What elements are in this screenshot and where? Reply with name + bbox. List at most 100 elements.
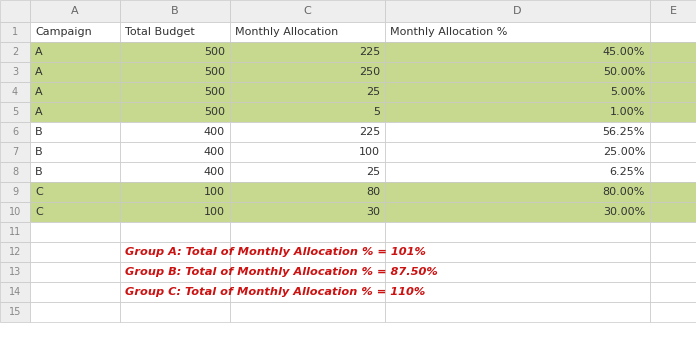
Text: 15: 15: [9, 307, 21, 317]
Bar: [650, 182, 696, 202]
Bar: [0, 42, 30, 62]
Text: Monthly Allocation %: Monthly Allocation %: [390, 27, 507, 37]
Bar: [230, 142, 385, 162]
Bar: [120, 22, 230, 42]
Text: 11: 11: [9, 227, 21, 237]
Bar: [120, 0, 230, 22]
Text: A: A: [71, 6, 79, 16]
Text: Campaign: Campaign: [35, 27, 92, 37]
Text: 225: 225: [358, 47, 380, 57]
Bar: [0, 282, 30, 302]
Bar: [120, 62, 230, 82]
Bar: [385, 242, 650, 262]
Bar: [230, 122, 385, 142]
Bar: [385, 122, 650, 142]
Bar: [120, 162, 230, 182]
Bar: [230, 222, 385, 242]
Bar: [650, 222, 696, 242]
Text: 400: 400: [204, 167, 225, 177]
Text: 225: 225: [358, 127, 380, 137]
Text: Group A: Total of Monthly Allocation % = 101%: Group A: Total of Monthly Allocation % =…: [125, 247, 426, 257]
Bar: [30, 142, 120, 162]
Text: 13: 13: [9, 267, 21, 277]
Text: 14: 14: [9, 287, 21, 297]
Text: B: B: [35, 167, 42, 177]
Bar: [0, 82, 30, 102]
Bar: [30, 302, 120, 322]
Bar: [230, 82, 385, 102]
Text: 25: 25: [366, 87, 380, 97]
Bar: [120, 82, 230, 102]
Text: 500: 500: [204, 87, 225, 97]
Bar: [30, 182, 120, 202]
Bar: [230, 62, 385, 82]
Bar: [230, 22, 385, 42]
Bar: [30, 202, 120, 222]
Bar: [385, 202, 650, 222]
Bar: [0, 262, 30, 282]
Bar: [385, 282, 650, 302]
Bar: [230, 262, 385, 282]
Text: 6.25%: 6.25%: [610, 167, 645, 177]
Bar: [230, 0, 385, 22]
Bar: [120, 182, 230, 202]
Bar: [30, 162, 120, 182]
Text: C: C: [35, 207, 42, 217]
Bar: [30, 122, 120, 142]
Bar: [120, 282, 230, 302]
Text: 5.00%: 5.00%: [610, 87, 645, 97]
Bar: [385, 142, 650, 162]
Text: 30: 30: [366, 207, 380, 217]
Text: Group C: Total of Monthly Allocation % = 110%: Group C: Total of Monthly Allocation % =…: [125, 287, 425, 297]
Bar: [650, 302, 696, 322]
Bar: [30, 62, 120, 82]
Bar: [120, 242, 230, 262]
Bar: [385, 262, 650, 282]
Bar: [0, 302, 30, 322]
Bar: [30, 82, 120, 102]
Bar: [650, 202, 696, 222]
Text: 500: 500: [204, 47, 225, 57]
Text: 100: 100: [359, 147, 380, 157]
Bar: [0, 142, 30, 162]
Text: B: B: [171, 6, 179, 16]
Bar: [30, 222, 120, 242]
Bar: [30, 102, 120, 122]
Bar: [30, 262, 120, 282]
Text: 400: 400: [204, 147, 225, 157]
Text: D: D: [513, 6, 522, 16]
Bar: [30, 42, 120, 62]
Bar: [385, 102, 650, 122]
Text: 50.00%: 50.00%: [603, 67, 645, 77]
Bar: [120, 102, 230, 122]
Text: 80.00%: 80.00%: [603, 187, 645, 197]
Text: 25: 25: [366, 167, 380, 177]
Text: 250: 250: [359, 67, 380, 77]
Text: 12: 12: [9, 247, 21, 257]
Bar: [230, 42, 385, 62]
Bar: [385, 162, 650, 182]
Text: 100: 100: [204, 207, 225, 217]
Bar: [650, 102, 696, 122]
Text: 7: 7: [12, 147, 18, 157]
Bar: [230, 282, 385, 302]
Text: 56.25%: 56.25%: [603, 127, 645, 137]
Text: 1: 1: [12, 27, 18, 37]
Bar: [120, 142, 230, 162]
Bar: [650, 0, 696, 22]
Bar: [385, 0, 650, 22]
Text: 3: 3: [12, 67, 18, 77]
Bar: [0, 162, 30, 182]
Bar: [385, 302, 650, 322]
Text: Total Budget: Total Budget: [125, 27, 195, 37]
Text: A: A: [35, 107, 42, 117]
Bar: [230, 302, 385, 322]
Text: C: C: [303, 6, 311, 16]
Text: A: A: [35, 47, 42, 57]
Bar: [385, 82, 650, 102]
Bar: [650, 282, 696, 302]
Bar: [0, 62, 30, 82]
Bar: [0, 0, 30, 22]
Bar: [230, 202, 385, 222]
Bar: [230, 102, 385, 122]
